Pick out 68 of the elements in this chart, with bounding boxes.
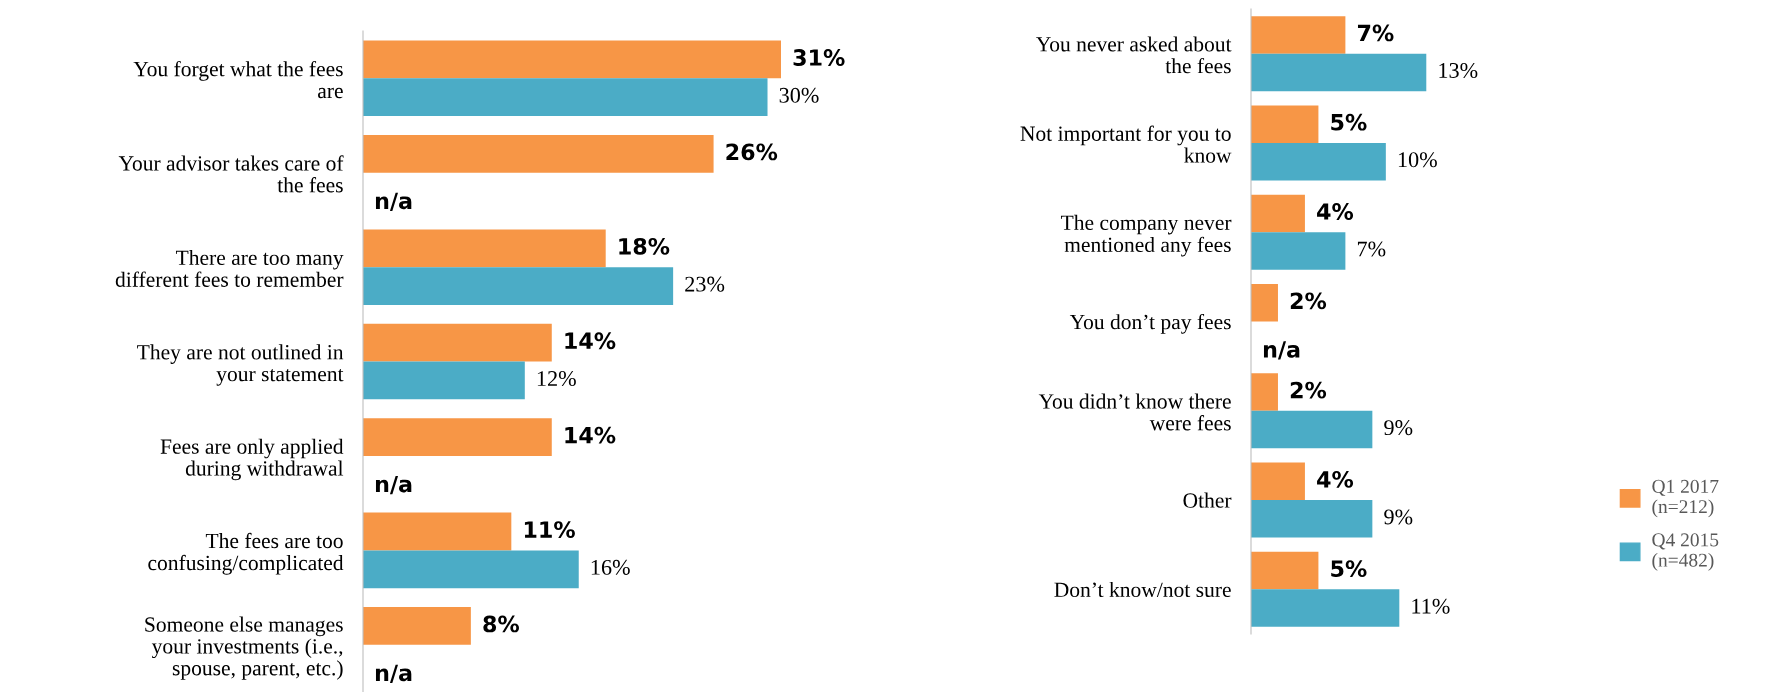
- text: n/a: [375, 192, 412, 211]
- bar: [1251, 105, 1319, 143]
- data-label: 14%: [565, 332, 616, 350]
- data-label: 26%: [726, 143, 778, 161]
- bar: [363, 512, 512, 551]
- bar: [363, 229, 606, 268]
- data-label: 23%: [685, 276, 725, 292]
- y-tick-label: They are not outlined in your statement: [137, 344, 344, 386]
- bar: [1251, 284, 1278, 322]
- data-label: 4%: [1317, 470, 1354, 488]
- text: n/a: [375, 664, 412, 683]
- y-tick-label: You forget what the fees are: [133, 60, 343, 99]
- bar: [363, 78, 768, 117]
- bar: [363, 550, 579, 589]
- bar: [363, 267, 674, 305]
- y-tick-label: Don’t know/not sure: [1054, 581, 1231, 598]
- data-label: 14%: [565, 426, 616, 444]
- data-label: 31%: [793, 49, 845, 66]
- legend-label: Q4 2015 (n=482): [1652, 533, 1719, 571]
- data-label: 2%: [1290, 292, 1327, 310]
- text: n/a: [1263, 341, 1300, 360]
- bar: [1251, 53, 1427, 92]
- y-tick-label: Not important for you to know: [1020, 125, 1232, 163]
- y-tick-label: You never asked about the fees: [1036, 36, 1232, 74]
- y-tick-label: The company never mentioned any fees: [1060, 214, 1232, 257]
- y-tick-label: Other: [1183, 492, 1232, 508]
- bar: [1251, 142, 1386, 181]
- bar: [1251, 589, 1400, 627]
- bar: [363, 40, 781, 79]
- data-label: 30%: [779, 87, 819, 103]
- data-label: 16%: [591, 559, 630, 575]
- bar: [1251, 462, 1305, 501]
- y-tick-label: Someone else manages your investments (i.e., spouse, parent, etc.): [145, 616, 343, 680]
- data-label: 7%: [1357, 24, 1394, 42]
- bar: [363, 418, 552, 456]
- y-tick-label: The fees are too confusing/complicated: [148, 532, 344, 575]
- data-label: 8%: [483, 615, 519, 633]
- bar: [363, 361, 525, 400]
- data-label: 9%: [1384, 509, 1413, 525]
- data-label: 12%: [537, 371, 576, 387]
- bar: [1251, 500, 1373, 538]
- bar: [1251, 16, 1346, 54]
- data-label: 11%: [1412, 598, 1450, 614]
- legend-label: Q1 2017 (n=212): [1652, 479, 1719, 518]
- bar: [363, 607, 471, 645]
- data-label: 9%: [1384, 420, 1413, 436]
- y-tick-label: You didn’t know there were fees: [1038, 393, 1231, 431]
- bar: [1251, 232, 1346, 270]
- data-label: 5%: [1331, 560, 1367, 578]
- data-label: 5%: [1331, 113, 1367, 131]
- data-label: 4%: [1317, 203, 1354, 220]
- bar: [363, 323, 552, 362]
- text: n/a: [375, 475, 412, 495]
- data-label: 11%: [524, 521, 575, 538]
- bar: [1251, 373, 1278, 411]
- y-tick-label: Fees are only applied during withdrawal: [160, 438, 344, 481]
- y-tick-label: Your advisor takes care of the fees: [118, 155, 344, 193]
- data-label: 2%: [1290, 381, 1327, 399]
- y-tick-label: You don’t pay fees: [1069, 313, 1231, 334]
- bar: [363, 134, 714, 173]
- data-label: 7%: [1357, 241, 1386, 257]
- data-label: 13%: [1439, 62, 1478, 79]
- data-label: 10%: [1398, 152, 1437, 168]
- data-label: 18%: [619, 237, 670, 255]
- bar: [1251, 410, 1373, 449]
- bar: [1251, 551, 1319, 590]
- y-tick-label: There are too many different fees to remember: [115, 249, 344, 287]
- bar: [1251, 194, 1305, 233]
